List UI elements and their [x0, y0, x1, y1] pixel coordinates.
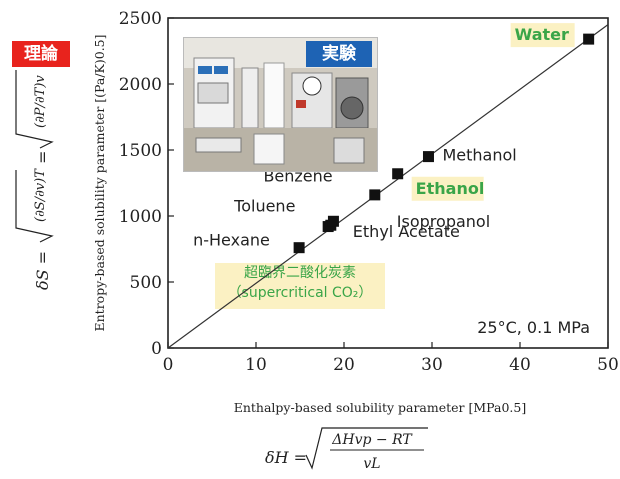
plot-frame [167, 17, 609, 349]
x-tick-label: 20 [333, 355, 355, 375]
point-label: n-Hexane [193, 231, 270, 250]
x-tick-label: 50 [597, 355, 619, 375]
x-axis-label: Enthalpy-based solubility parameter [MPa… [234, 400, 527, 415]
y-tick-label: 1500 [119, 141, 162, 161]
theory-badge: 理論 [12, 41, 70, 67]
point-label: Water [515, 25, 569, 44]
supercritical-en: （supercritical CO₂） [227, 285, 373, 301]
data-point [392, 168, 404, 180]
experiment-badge: 実験 [306, 41, 372, 67]
y-tick-label: 1000 [119, 207, 162, 227]
y-axis-label: Entropy-based solubility parameter [(Pa/… [92, 34, 107, 331]
data-point [327, 215, 339, 227]
point-label-highlight [411, 176, 484, 201]
x-tick-label: 40 [509, 355, 531, 375]
x-tick-label: 0 [163, 355, 174, 375]
point-label: Toluene [233, 197, 295, 216]
point-label: Ethyl Acetate [353, 222, 460, 241]
x-tick-label: 30 [421, 355, 443, 375]
supercritical-jp: 超臨界二酸化炭素 [244, 265, 356, 281]
y-tick-label: 2000 [119, 75, 162, 95]
x-tick-label: 10 [245, 355, 267, 375]
y-tick-label: 500 [130, 273, 162, 293]
data-point [293, 242, 305, 254]
point-label: Methanol [442, 146, 516, 165]
point-label: Isopropanol [397, 212, 490, 231]
y-tick-label: 2500 [119, 9, 162, 29]
data-point [422, 151, 434, 163]
data-point [369, 189, 381, 201]
y-tick-label: 0 [151, 339, 162, 359]
trend-line [167, 24, 609, 349]
supercritical-co2-label: 超臨界二酸化炭素 （supercritical CO₂） [215, 263, 385, 309]
point-label: Ethanol [416, 179, 485, 198]
point-label-highlight [510, 23, 575, 48]
axes: 0 10 20 30 40 5005001000150020002500Enthalpy-… [92, 9, 619, 415]
data-point [583, 33, 595, 45]
